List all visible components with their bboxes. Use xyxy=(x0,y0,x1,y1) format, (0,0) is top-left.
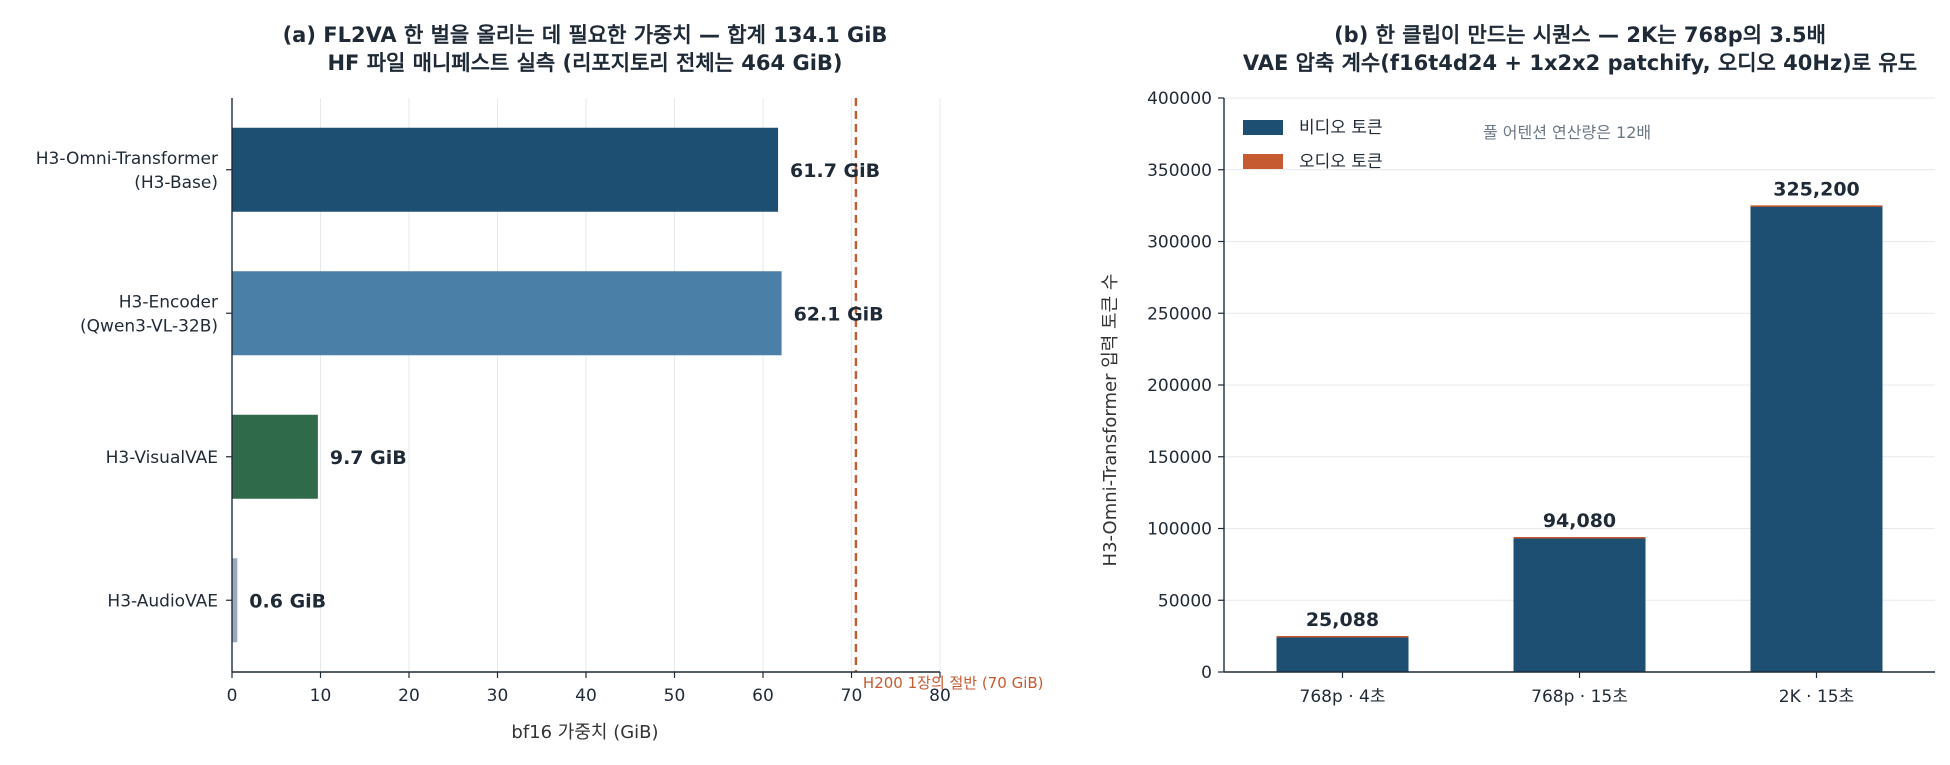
tokens-y-tick-label: 0 xyxy=(1201,663,1212,683)
attention-cost-annotation: 풀 어텐션 연산량은 12배 xyxy=(1483,123,1651,142)
weights-category-label: H3-Encoder xyxy=(119,292,218,312)
tokens-y-tick-label: 100000 xyxy=(1147,520,1212,540)
tokens-y-tick-label: 50000 xyxy=(1158,591,1212,611)
weights-x-tick-label: 50 xyxy=(664,686,686,706)
tokens-total-label: 325,200 xyxy=(1773,178,1860,200)
tokens-total-label: 25,088 xyxy=(1306,609,1379,631)
weights-value-label: 62.1 GiB xyxy=(794,303,884,325)
weights-bar xyxy=(232,414,318,499)
weights-category-label: H3-VisualVAE xyxy=(106,448,218,468)
weights-bar xyxy=(232,127,779,212)
tokens-category-label: 768p · 15초 xyxy=(1531,687,1628,707)
weights-x-tick-label: 60 xyxy=(752,686,774,706)
weights-axes: 0 10 20 30 40 50 60 70 80 H3-Omni-Transformer (H3-… xyxy=(36,98,951,706)
legend-swatch xyxy=(1243,154,1283,169)
tokens-y-tick-label: 150000 xyxy=(1147,448,1212,468)
weights-x-tick-label: 80 xyxy=(929,686,951,706)
tokens-total-label: 94,080 xyxy=(1543,510,1616,532)
weights-x-tick-label: 40 xyxy=(575,686,597,706)
weights-category-label: (H3-Base) xyxy=(134,173,218,193)
tokens-axes: 0 50000 100000 150000 200000 250000 300000 3500… xyxy=(1147,89,1935,707)
weights-bars: 61.7 GiB 62.1 GiB 9.7 GiB 0.6 GiB xyxy=(232,127,884,643)
weights-category-label: H3-Omni-Transformer xyxy=(36,149,218,169)
weights-x-tick-label: 70 xyxy=(841,686,863,706)
weights-value-label: 9.7 GiB xyxy=(330,447,407,469)
weights-x-tick-label: 0 xyxy=(227,686,238,706)
weights-chart-subtitle: HF 파일 매니페스트 실측 (리포지토리 전체는 464 GiB) xyxy=(327,51,842,75)
weights-bar xyxy=(232,558,238,643)
tokens-category-label: 768p · 4초 xyxy=(1300,687,1386,707)
weights-category-label: (Qwen3-VL-32B) xyxy=(80,316,218,336)
tokens-bar-segment xyxy=(1513,536,1646,539)
tokens-y-tick-label: 200000 xyxy=(1147,376,1212,396)
tokens-bar-segment xyxy=(1513,537,1646,672)
tokens-chart-title: (b) 한 클립이 만드는 시퀀스 — 2K는 768p의 3.5배 xyxy=(1334,23,1826,47)
weights-x-tick-label: 30 xyxy=(487,686,509,706)
tokens-bars: 25,088 94,080 325,200 xyxy=(1276,178,1883,672)
tokens-chart-subtitle: VAE 압축 계수(f16t4d24 + 1x2x2 patchify, 오디오… xyxy=(1243,51,1917,75)
legend-label: 오디오 토큰 xyxy=(1299,152,1383,172)
weights-x-tick-label: 10 xyxy=(310,686,332,706)
weights-value-label: 61.7 GiB xyxy=(790,160,880,182)
weights-bar xyxy=(232,271,782,356)
tokens-y-tick-label: 350000 xyxy=(1147,161,1212,181)
tokens-bar-segment xyxy=(1750,206,1883,672)
reference-line-label: H200 1장의 절반 (70 GiB) xyxy=(863,674,1044,692)
tokens-y-tick-label: 250000 xyxy=(1147,304,1212,324)
weights-chart-title: (a) FL2VA 한 벌을 올리는 데 필요한 가중치 — 합계 134.1 … xyxy=(283,23,888,47)
tokens-y-tick-label: 300000 xyxy=(1147,233,1212,253)
weights-chart: (a) FL2VA 한 벌을 올리는 데 필요한 가중치 — 합계 134.1 … xyxy=(36,23,1044,743)
legend-swatch xyxy=(1243,120,1283,135)
reference-line-group: H200 1장의 절반 (70 GiB) xyxy=(854,98,1044,692)
tokens-category-label: 2K · 15초 xyxy=(1779,687,1854,707)
tokens-bar-segment xyxy=(1276,635,1409,638)
tokens-chart: (b) 한 클립이 만드는 시퀀스 — 2K는 768p의 3.5배 VAE 압… xyxy=(1100,23,1935,707)
weights-value-label: 0.6 GiB xyxy=(249,590,326,612)
weights-category-label: H3-AudioVAE xyxy=(107,591,218,611)
weights-x-axis-label: bf16 가중치 (GiB) xyxy=(511,722,658,743)
tokens-y-tick-label: 400000 xyxy=(1147,89,1212,109)
weights-x-tick-label: 20 xyxy=(398,686,420,706)
tokens-bar-segment xyxy=(1750,205,1883,207)
legend-label: 비디오 토큰 xyxy=(1299,118,1383,138)
tokens-y-axis-label: H3-Omni-Transformer 입력 토큰 수 xyxy=(1100,274,1121,567)
tokens-bar-segment xyxy=(1276,636,1409,672)
